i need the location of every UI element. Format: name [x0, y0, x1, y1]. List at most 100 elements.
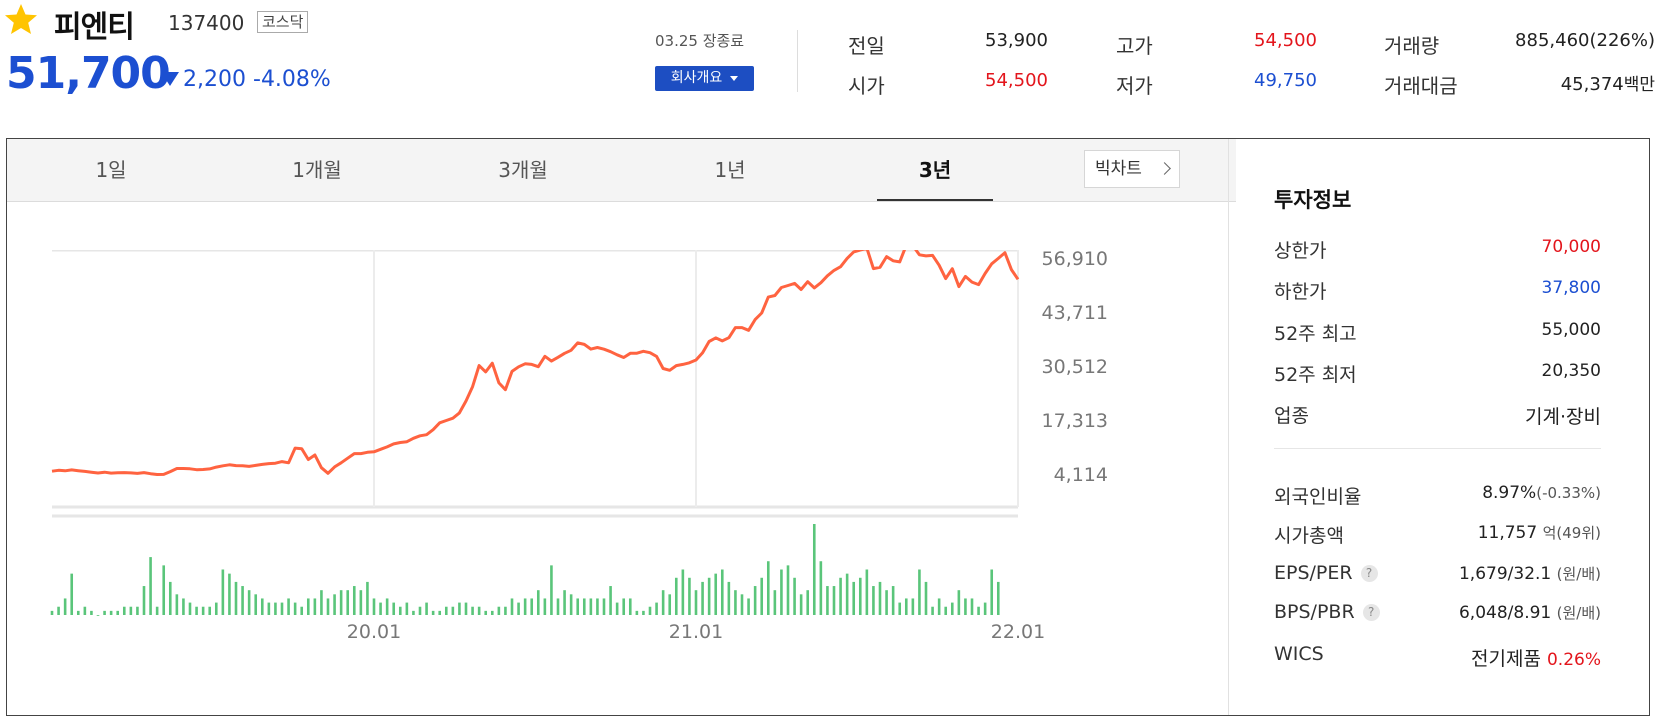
wics-sector[interactable]: 전기제품	[1471, 648, 1541, 670]
volume-bar	[359, 590, 363, 615]
volume-bar	[438, 610, 442, 615]
lower-limit-value: 37,800	[1541, 278, 1601, 298]
volume-bar	[425, 602, 428, 615]
volume-bar	[734, 590, 737, 615]
low-label: 저가	[1116, 74, 1153, 98]
volume-bar	[983, 602, 987, 615]
foreign-ratio-change: (-0.33%)	[1536, 484, 1601, 502]
volume-bar	[398, 606, 402, 615]
tab-3-months[interactable]: 3개월	[498, 158, 548, 182]
volume-bar	[208, 606, 212, 615]
eps-per-value: 1,679/32.1 (원/배)	[1459, 563, 1601, 584]
active-tab-indicator	[877, 199, 993, 201]
sector-label: 업종	[1274, 405, 1309, 427]
volume-bar	[333, 594, 336, 615]
volume-bar	[688, 577, 691, 615]
volume-bar	[589, 598, 593, 615]
tab-1-month[interactable]: 1개월	[292, 158, 342, 182]
volume-bar	[931, 606, 934, 615]
volume-bar	[122, 606, 126, 615]
volume-bar	[168, 581, 172, 615]
eps-per-text: EPS/PER	[1274, 562, 1353, 584]
volume-bar	[799, 594, 803, 615]
volume-bar	[497, 606, 501, 615]
stock-code: 137400	[168, 11, 245, 35]
price-chart: 20.01 21.01 22.01 56,910 43,711 30,512 17,313 4…	[50, 250, 1108, 643]
foreign-ratio-number: 8.97%	[1482, 483, 1537, 503]
volume-bar	[740, 594, 744, 615]
volume-bar	[714, 573, 718, 615]
volume-bar	[707, 577, 711, 615]
volume-bar	[175, 594, 179, 615]
question-icon[interactable]: ?	[1362, 604, 1380, 621]
bps-pbr-number: 6,048/8.91	[1458, 603, 1552, 623]
foreign-ratio-label: 외국인비율	[1274, 486, 1362, 508]
volume-bar	[832, 586, 836, 615]
volume-bar	[990, 569, 994, 615]
volume-bar	[904, 598, 908, 615]
volume-bar	[458, 602, 461, 615]
volume-bar	[773, 590, 777, 615]
bigchart-button[interactable]: 빅차트	[1084, 150, 1180, 188]
x-tick-label: 22.01	[991, 621, 1045, 643]
price-change-percent: -4.08%	[253, 67, 331, 92]
eps-per-label: EPS/PER?	[1274, 562, 1378, 584]
star-icon[interactable]	[4, 2, 38, 36]
bps-pbr-label: BPS/PBR?	[1274, 601, 1380, 623]
invest-info-title: 투자정보	[1274, 188, 1352, 212]
market-cap-number: 11,757	[1477, 523, 1538, 543]
volume-bar	[214, 602, 218, 615]
volume-bar	[188, 602, 192, 615]
company-overview-button[interactable]: 회사개요	[655, 66, 754, 91]
open-label: 시가	[848, 74, 885, 98]
volume-bar	[550, 565, 553, 615]
volume-bar	[444, 606, 448, 615]
volume-bar	[221, 569, 225, 615]
volume-bar	[609, 586, 612, 615]
invest-divider	[1274, 448, 1601, 449]
volume-bar	[477, 606, 481, 615]
tab-1-day[interactable]: 1일	[95, 158, 127, 182]
volume-bar	[872, 586, 875, 615]
volume-bar	[116, 610, 120, 615]
volume-bar	[694, 590, 698, 615]
price-line-series	[51, 250, 1020, 476]
y-tick-label: 56,910	[1042, 250, 1108, 270]
sector-value[interactable]: 기계·장비	[1525, 406, 1601, 428]
volume-bar	[878, 581, 882, 615]
volume-bar	[228, 573, 231, 615]
y-tick-label: 17,313	[1042, 410, 1108, 432]
volume-bar	[50, 610, 54, 615]
volume-bar	[484, 610, 488, 615]
low-52w-label: 52주 최저	[1274, 364, 1357, 386]
volume-label: 거래량	[1384, 34, 1440, 58]
tab-3-years[interactable]: 3년	[918, 158, 952, 182]
wics-change: 0.26%	[1546, 650, 1601, 670]
bps-pbr-unit: (원/배)	[1556, 604, 1601, 622]
volume-bar	[536, 590, 540, 615]
volume-bar	[63, 598, 67, 615]
tab-1-year[interactable]: 1년	[714, 158, 746, 182]
header-divider	[797, 30, 798, 92]
volume-bar	[182, 598, 185, 615]
volume-bar	[819, 561, 823, 615]
question-icon[interactable]: ?	[1360, 565, 1378, 582]
lower-limit-label: 하한가	[1274, 281, 1327, 303]
volume-bar	[471, 606, 474, 615]
market-cap-rank: (49위)	[1556, 524, 1601, 542]
volume-bar	[839, 577, 842, 615]
volume-bar	[254, 594, 258, 615]
volume-bar	[293, 602, 297, 615]
y-tick-label: 43,711	[1042, 302, 1108, 324]
volume-bar	[260, 598, 264, 615]
volume-bar	[766, 561, 770, 615]
volume-bar	[70, 573, 74, 615]
volume-bar	[517, 602, 520, 615]
volume-bar	[576, 598, 580, 615]
market-close-status: 03.25 장종료	[655, 32, 745, 50]
volume-bar	[418, 606, 422, 615]
volume-bar	[747, 598, 750, 615]
volume-bar	[247, 590, 251, 615]
volume-bar	[142, 586, 146, 615]
volume-bar	[674, 577, 678, 615]
